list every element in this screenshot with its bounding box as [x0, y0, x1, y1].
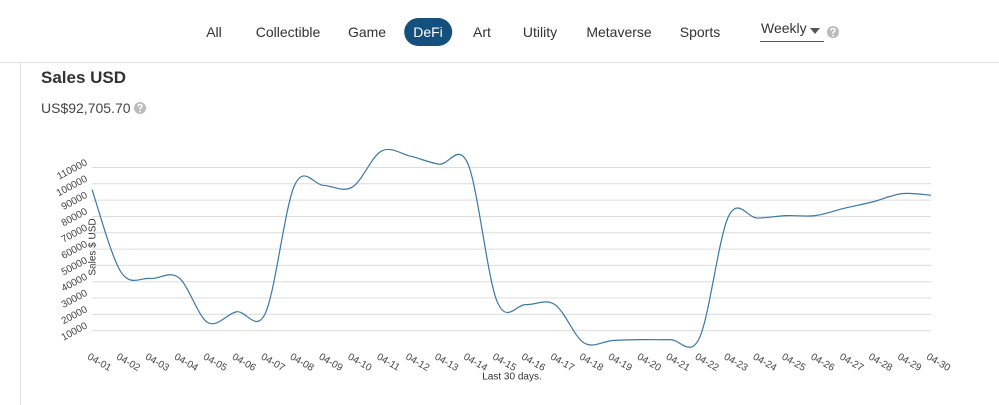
period-dropdown[interactable]: Weekly: [760, 19, 824, 42]
category-tab[interactable]: Collectible: [255, 24, 321, 40]
category-tab[interactable]: Metaverse: [586, 24, 652, 40]
help-icon[interactable]: [826, 25, 840, 39]
category-tab[interactable]: DeFi: [404, 18, 452, 46]
category-tab[interactable]: Game: [347, 24, 387, 40]
top-nav: Weekly All Collectible Game DeFi Art Utility M…: [0, 0, 999, 63]
card-title: Sales USD: [41, 68, 127, 87]
category-tab[interactable]: Sports: [679, 24, 721, 40]
period-label: Weekly: [761, 20, 807, 36]
category-tab[interactable]: All: [206, 24, 222, 40]
sales-card: Sales USD US$92,705.70: [20, 63, 999, 405]
category-tab[interactable]: Art: [473, 24, 491, 40]
help-icon[interactable]: [133, 101, 147, 115]
caret: [810, 28, 820, 34]
sales-total: US$92,705.70: [41, 100, 131, 116]
category-tab[interactable]: Utility: [522, 24, 558, 40]
